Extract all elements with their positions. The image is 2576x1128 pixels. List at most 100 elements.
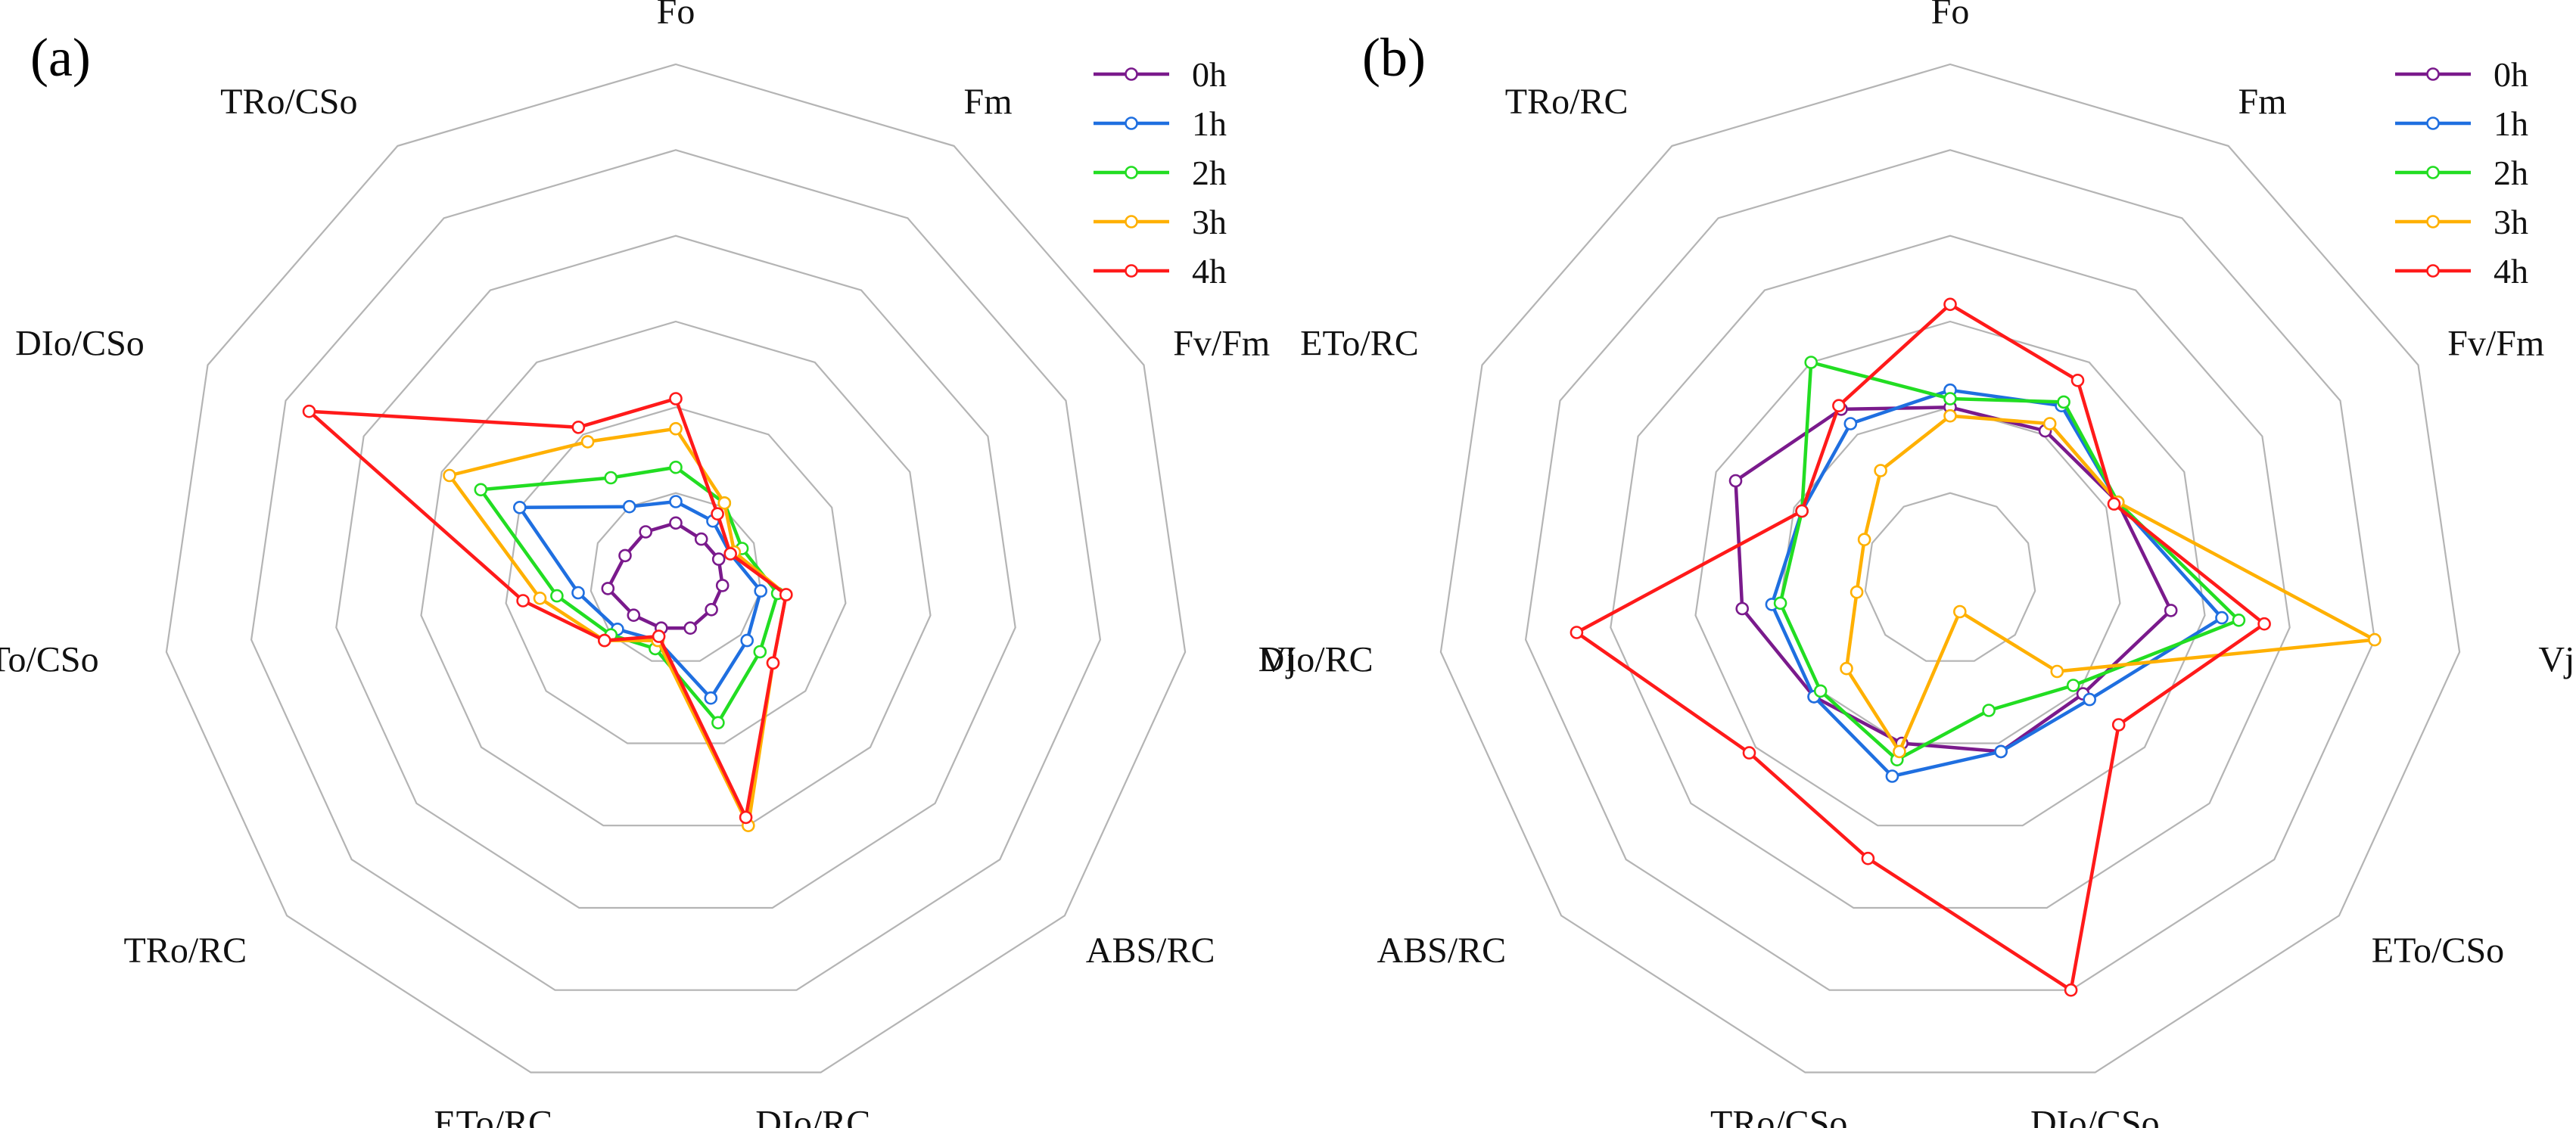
legend-item-1h: 1h <box>1094 104 1227 143</box>
legend-label-3h: 3h <box>2494 203 2528 241</box>
legend-label-4h: 4h <box>1192 252 1227 291</box>
axis-label-vj: Vj <box>2538 640 2574 680</box>
data-point-4h-tro-rc <box>1832 399 1846 413</box>
data-point-2h-eto-cso <box>550 589 564 603</box>
data-point-3h-dio-rc <box>1850 585 1864 599</box>
grid-ring-6 <box>165 63 1187 1074</box>
legend-swatch-marker <box>1125 264 1138 278</box>
data-point-0h-fm <box>694 532 708 546</box>
data-point-0h-vj <box>715 579 730 592</box>
grid-ring-5 <box>250 149 1102 991</box>
legend-swatch-marker <box>2426 215 2440 228</box>
series-line-3h <box>447 427 789 828</box>
radar-chart-a: Fo Fm Fv/Fm Vj ABS/RC DIo/RC ETo/RC TRo/RC ETo/C… <box>0 0 1296 1128</box>
grid-ring-3 <box>1694 320 2206 827</box>
data-point-1h-tro-cso <box>622 499 636 514</box>
data-point-1h-eto-cso <box>2083 692 2096 707</box>
legend-a: 0h 1h 2h 3h 4h <box>1094 55 1227 291</box>
data-point-0h-eto-cso <box>601 582 615 595</box>
data-point-3h-vj <box>2368 632 2382 647</box>
legend-label-0h: 0h <box>2494 55 2528 94</box>
axis-label-dio-rc: DIo/RC <box>1258 640 1374 680</box>
legend-item-1h: 1h <box>2395 104 2528 143</box>
data-point-2h-dio-cso <box>474 483 488 497</box>
data-point-3h-fo <box>669 421 683 436</box>
data-point-4h-fm <box>2070 373 2085 387</box>
data-point-4h-dio-rc <box>739 810 753 825</box>
axis-label-fo: Fo <box>1931 0 1970 32</box>
axis-label-eto-rc: ETo/RC <box>1300 323 1419 363</box>
data-point-2h-fo <box>1943 392 1957 406</box>
legend-swatch-marker <box>2426 117 2440 130</box>
axis-label-fm: Fm <box>964 82 1013 122</box>
data-point-1h-abs-rc <box>740 633 754 648</box>
data-point-2h-eto-cso <box>2066 679 2080 692</box>
data-point-3h-tro-cso <box>580 435 595 449</box>
data-point-3h-eto-rc <box>1857 533 1871 547</box>
series-line-4h <box>1575 303 2266 992</box>
data-point-1h-vj <box>2215 611 2229 625</box>
series-0h <box>601 516 730 635</box>
axis-label-fv-fm: Fv/Fm <box>2447 323 2544 363</box>
data-point-2h-tro-cso <box>604 471 618 485</box>
grid-ring-3 <box>420 320 932 827</box>
legend-item-0h: 0h <box>1094 55 1227 94</box>
data-point-1h-vj <box>754 584 768 598</box>
grid-ring-5 <box>1524 149 2376 991</box>
radar-grid-b <box>1439 63 2461 1074</box>
panel-label-a: (a) <box>30 27 91 88</box>
data-point-0h-vj <box>2164 604 2178 617</box>
data-point-0h-tro-rc <box>627 608 641 623</box>
legend-label-1h: 1h <box>2494 104 2528 143</box>
legend-label-4h: 4h <box>2494 252 2528 291</box>
axis-label-dio-cso: DIo/CSo <box>2030 1104 2160 1128</box>
data-point-0h-dio-rc <box>683 621 698 635</box>
data-point-0h-fv-fm <box>711 552 726 566</box>
series-line-4h <box>307 396 789 819</box>
series-line-2h <box>479 465 779 725</box>
legend-b: 0h 1h 2h 3h 4h <box>2395 55 2528 291</box>
data-point-2h-abs-rc <box>753 645 767 659</box>
series-lines-b <box>1570 297 2382 997</box>
legend-item-3h: 3h <box>2395 203 2528 241</box>
series-4h <box>1570 297 2271 997</box>
data-point-3h-fm <box>2042 417 2057 430</box>
legend-swatch-marker <box>2426 166 2440 179</box>
legend-item-3h: 3h <box>1094 203 1227 241</box>
axis-label-dio-rc: DIo/RC <box>755 1104 870 1128</box>
data-point-3h-fo <box>1943 409 1957 423</box>
axis-label-tro-cso: TRo/CSo <box>220 82 357 122</box>
legend-label-3h: 3h <box>1192 203 1227 241</box>
grid-ring-2 <box>505 406 847 744</box>
data-point-4h-tro-cso <box>571 420 586 434</box>
axis-label-tro-rc: TRo/RC <box>123 931 247 971</box>
data-point-1h-dio-cso <box>1994 744 2008 759</box>
legend-swatch-marker <box>1125 215 1138 228</box>
data-point-4h-vj <box>779 588 793 601</box>
axis-label-fv-fm: Fv/Fm <box>1173 323 1270 363</box>
axis-label-eto-cso: ETo/CSo <box>0 640 99 680</box>
radar-chart-b: Fo Fm Fv/Fm Vj ETo/CSo DIo/CSo TRo/CSo ABS/RC DI… <box>1258 0 2575 1128</box>
data-point-0h-abs-rc <box>705 602 718 617</box>
data-point-4h-vj <box>2257 617 2271 631</box>
data-point-0h-fo <box>669 516 683 530</box>
axis-label-eto-cso: ETo/CSo <box>2372 931 2504 971</box>
axis-label-fm: Fm <box>2238 82 2287 122</box>
legend-item-4h: 4h <box>1094 252 1227 291</box>
data-point-3h-tro-cso <box>1893 744 1906 759</box>
axis-labels-b: Fo Fm Fv/Fm Vj ETo/CSo DIo/CSo TRo/CSo ABS/RC DI… <box>1258 0 2575 1128</box>
series-2h <box>474 460 785 730</box>
data-point-0h-eto-rc <box>1728 474 1743 488</box>
data-point-0h-tro-cso <box>639 525 653 539</box>
radar-grid-a <box>165 63 1187 1074</box>
data-point-4h-eto-rc <box>652 629 666 643</box>
grid-ring-4 <box>335 235 1016 909</box>
legend-swatch-marker <box>1125 166 1138 179</box>
data-point-2h-abs-rc <box>1813 684 1828 698</box>
data-point-2h-fm <box>2057 395 2070 409</box>
axis-label-abs-rc: ABS/RC <box>1377 931 1506 971</box>
data-point-1h-tro-cso <box>1885 769 1899 783</box>
axis-label-fo: Fo <box>657 0 695 32</box>
data-point-1h-dio-cso <box>512 500 527 514</box>
